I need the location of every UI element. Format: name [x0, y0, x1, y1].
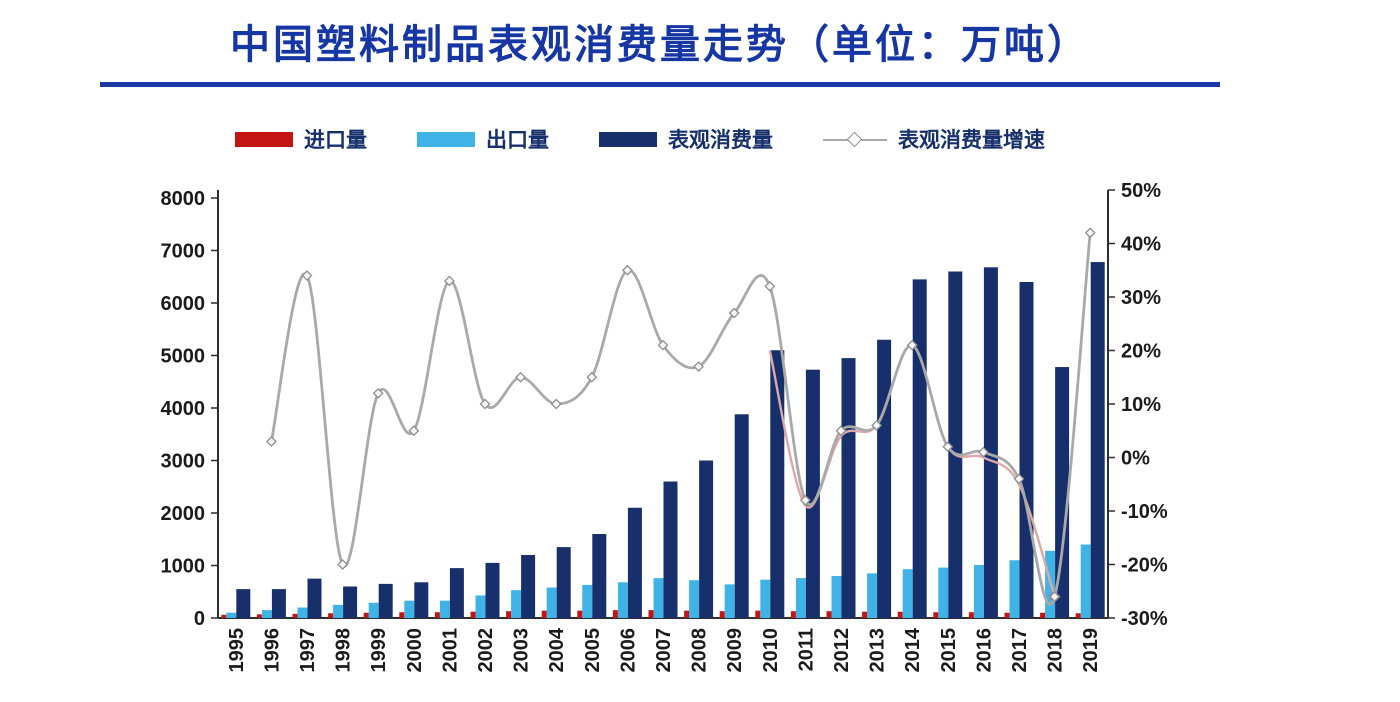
svg-text:3000: 3000 [161, 451, 206, 473]
svg-text:2007: 2007 [653, 628, 675, 673]
svg-text:2012: 2012 [831, 628, 853, 673]
svg-text:6000: 6000 [161, 293, 206, 315]
svg-text:2018: 2018 [1045, 628, 1067, 673]
legend-label-growth: 表观消费量增速 [898, 129, 1045, 152]
legend-label-exports: 出口量 [486, 129, 549, 152]
svg-text:2003: 2003 [511, 628, 533, 673]
chart-title: 中国塑料制品表观消费量走势（单位：万吨） [230, 23, 1090, 67]
legend-item-consumption: 表观消费量 [599, 124, 773, 154]
svg-text:2009: 2009 [724, 628, 746, 673]
svg-text:2014: 2014 [902, 627, 924, 672]
bars-consumption [236, 262, 1105, 618]
svg-text:-20%: -20% [1121, 555, 1168, 577]
legend-item-imports: 进口量 [235, 124, 367, 154]
svg-text:2016: 2016 [973, 628, 995, 673]
svg-text:2004: 2004 [546, 627, 568, 672]
svg-text:2013: 2013 [867, 628, 889, 673]
growth-line [270, 232, 1092, 606]
svg-text:2010: 2010 [760, 628, 782, 673]
svg-text:50%: 50% [1121, 180, 1161, 202]
svg-text:2015: 2015 [938, 628, 960, 673]
svg-text:40%: 40% [1121, 234, 1161, 256]
right-axis: -30% -20% -10% 0% 10% 20% 30% 40% 50% [1108, 180, 1168, 630]
svg-text:30%: 30% [1121, 287, 1161, 309]
x-axis-labels: 1995 1996 1997 1998 1999 2000 2001 2002 2003 2004… [226, 627, 1102, 672]
bars-exports [226, 544, 1091, 618]
legend-line-marker-icon [823, 131, 887, 148]
svg-text:2005: 2005 [582, 628, 604, 673]
svg-text:2011: 2011 [795, 628, 817, 671]
legend-label-imports: 进口量 [304, 129, 367, 152]
svg-text:2000: 2000 [404, 628, 426, 673]
svg-text:20%: 20% [1121, 341, 1161, 363]
svg-text:1997: 1997 [297, 628, 319, 673]
legend-item-exports: 出口量 [417, 124, 549, 154]
svg-text:2002: 2002 [475, 628, 497, 673]
svg-text:5000: 5000 [161, 346, 206, 368]
svg-text:4000: 4000 [161, 398, 206, 420]
left-axis: 0 1000 2000 3000 4000 5000 6000 7000 8000 [161, 188, 218, 630]
svg-text:2001: 2001 [439, 628, 461, 673]
svg-text:2008: 2008 [689, 628, 711, 673]
legend-swatch-imports-icon [235, 131, 293, 147]
svg-text:10%: 10% [1121, 394, 1161, 416]
legend-label-consumption: 表观消费量 [668, 129, 773, 152]
legend-swatch-exports-icon [417, 131, 475, 147]
svg-text:1998: 1998 [333, 628, 355, 673]
svg-text:-30%: -30% [1121, 608, 1168, 630]
svg-text:1995: 1995 [226, 628, 248, 673]
svg-text:0: 0 [194, 608, 205, 630]
svg-text:1999: 1999 [368, 628, 390, 673]
svg-text:2000: 2000 [161, 503, 206, 525]
svg-text:1996: 1996 [261, 628, 283, 673]
svg-text:1000: 1000 [161, 556, 206, 578]
bars-imports [221, 610, 1081, 618]
legend-swatch-consumption-icon [599, 131, 657, 147]
svg-text:7000: 7000 [161, 241, 206, 263]
growth-line-markers [265, 227, 1096, 603]
svg-text:2006: 2006 [617, 628, 639, 673]
legend: 进口量 出口量 表观消费量 表观消费量增速 [235, 124, 1045, 154]
svg-text:8000: 8000 [161, 188, 206, 210]
svg-text:2017: 2017 [1009, 628, 1031, 673]
legend-item-growth: 表观消费量增速 [823, 124, 1045, 154]
svg-text:0%: 0% [1121, 448, 1150, 470]
title-underline [100, 82, 1220, 87]
svg-text:2019: 2019 [1080, 628, 1102, 673]
svg-text:-10%: -10% [1121, 501, 1168, 523]
